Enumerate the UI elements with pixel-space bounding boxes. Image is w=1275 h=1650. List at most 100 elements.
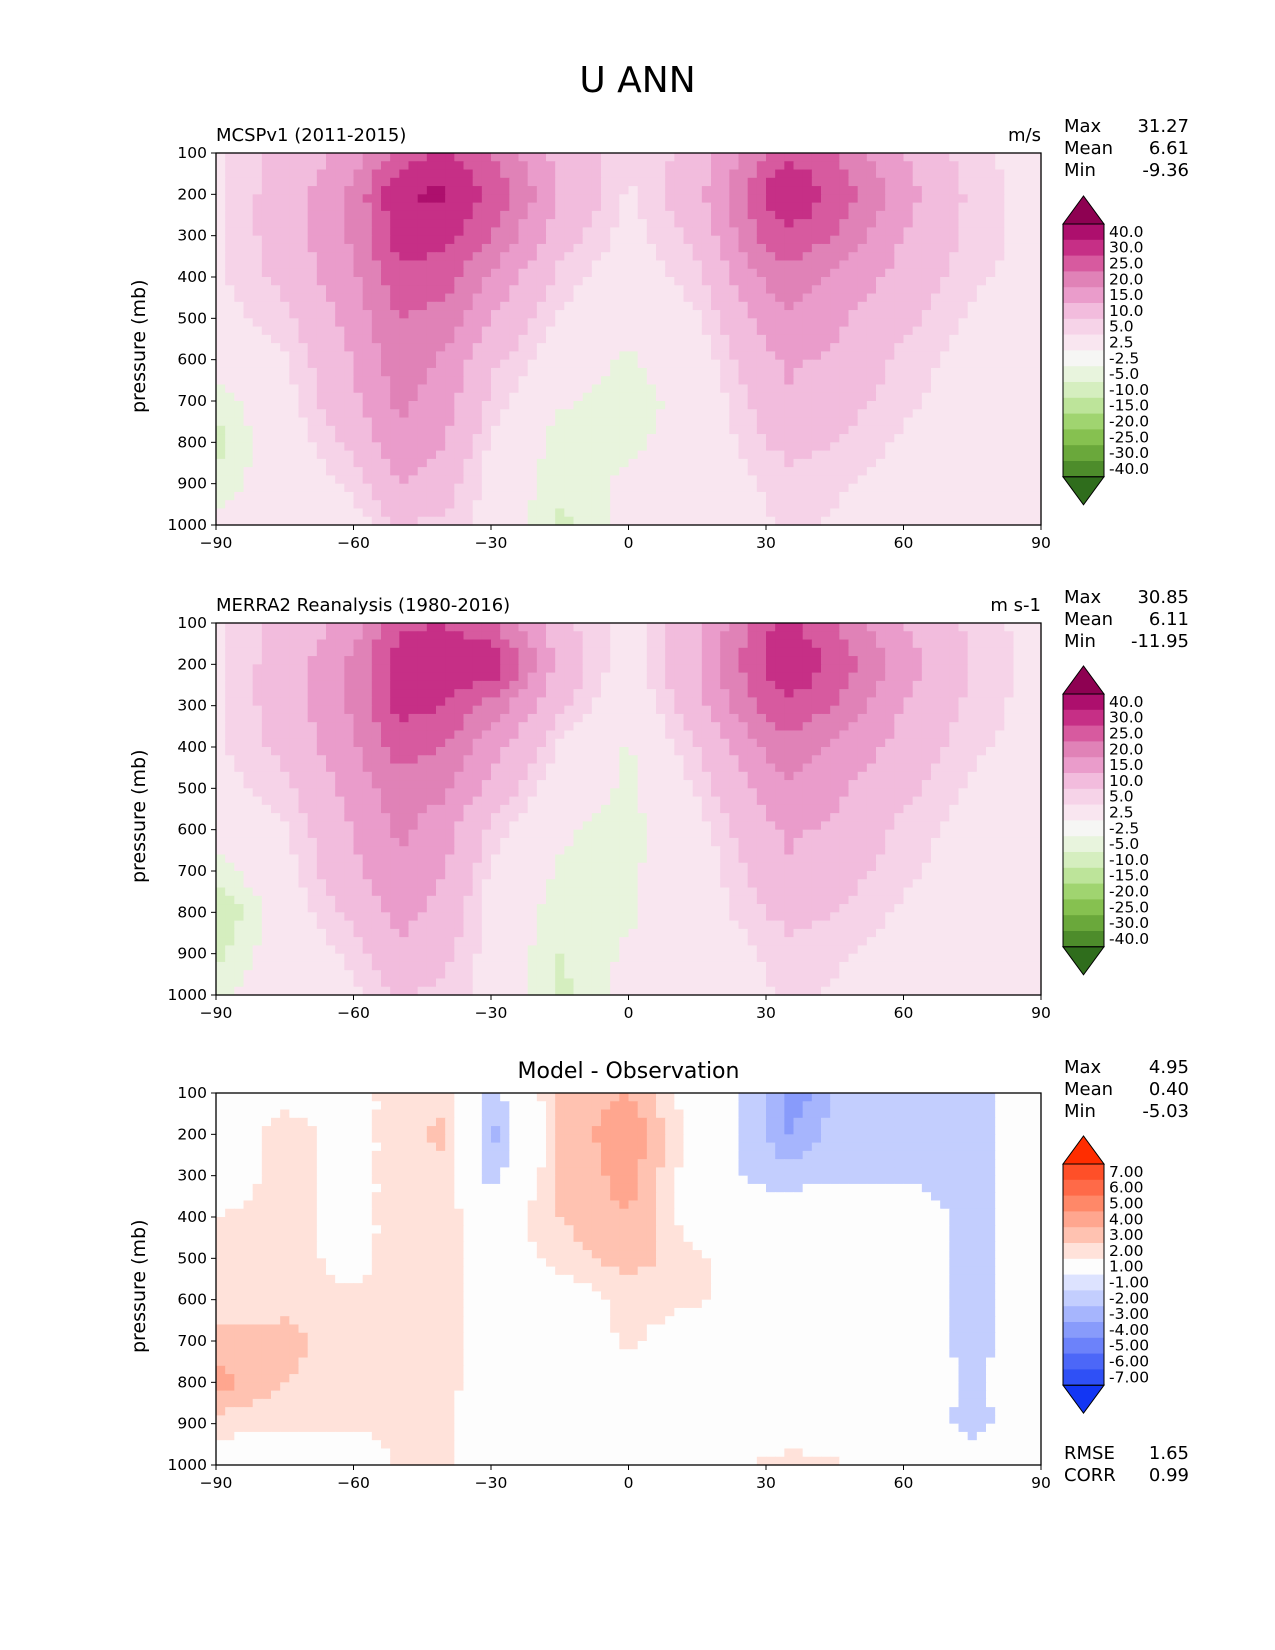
heatmap-cell	[821, 623, 831, 632]
heatmap-cell	[701, 425, 712, 435]
heatmap-cell	[711, 417, 721, 427]
heatmap-cell	[656, 442, 666, 452]
heatmap-cell	[481, 268, 492, 278]
heatmap-cell	[756, 442, 767, 452]
heatmap-cell	[747, 392, 758, 402]
heatmap-cell	[381, 458, 391, 468]
heatmap-cell	[986, 623, 996, 632]
heatmap-cell	[784, 392, 795, 402]
heatmap-cell	[362, 219, 373, 228]
heatmap-cell	[591, 639, 602, 649]
heatmap-cell	[674, 186, 685, 195]
heatmap-cell	[692, 252, 703, 262]
heatmap-cell	[1031, 227, 1042, 237]
heatmap-cell	[885, 277, 895, 286]
heatmap-cell	[591, 483, 602, 493]
heatmap-cell	[967, 334, 978, 344]
heatmap-cell	[454, 268, 465, 278]
heatmap-cell	[646, 680, 657, 690]
heatmap-cell	[931, 243, 941, 253]
heatmap-cell	[610, 252, 620, 262]
heatmap-cell	[335, 647, 345, 657]
heatmap-cell	[811, 639, 822, 649]
heatmap-cell	[408, 293, 419, 303]
heatmap-cell	[353, 310, 364, 319]
heatmap-cell	[234, 169, 245, 179]
heatmap-cell	[326, 293, 336, 303]
heatmap-cell	[1031, 293, 1042, 303]
heatmap-cell	[775, 351, 785, 361]
heatmap-cell	[738, 672, 749, 682]
heatmap-cell	[243, 631, 254, 641]
heatmap-cell	[252, 467, 263, 476]
heatmap-cell	[463, 293, 474, 303]
heatmap-cell	[940, 475, 950, 485]
heatmap-cell	[564, 367, 575, 377]
heatmap-cell	[665, 310, 675, 319]
heatmap-cell	[738, 310, 749, 319]
heatmap-cell	[656, 647, 666, 657]
heatmap-cell	[839, 243, 850, 253]
heatmap-cell	[839, 219, 850, 228]
heatmap-cell	[921, 458, 932, 468]
heatmap-cell	[316, 268, 327, 278]
heatmap-cell	[976, 227, 987, 237]
heatmap-cell	[802, 343, 813, 352]
heatmap-cell	[555, 243, 565, 253]
heatmap-cell	[802, 425, 813, 435]
heatmap-cell	[976, 177, 987, 187]
heatmap-cell	[1004, 401, 1015, 410]
heatmap-cell	[674, 647, 685, 657]
figure-title: U ANN	[579, 60, 696, 101]
heatmap-cell	[399, 351, 410, 361]
heatmap-cell	[729, 491, 740, 501]
heatmap-cell	[830, 285, 840, 295]
heatmap-cell	[601, 252, 611, 262]
heatmap-cell	[234, 392, 245, 402]
heatmap-cell	[967, 186, 978, 195]
heatmap-cell	[729, 672, 740, 682]
heatmap-cell	[307, 656, 318, 665]
heatmap-cell	[591, 467, 602, 476]
heatmap-cell	[500, 401, 510, 410]
heatmap-cell	[830, 169, 840, 179]
heatmap-cell	[802, 376, 813, 386]
heatmap-cell	[335, 334, 345, 344]
heatmap-cell	[463, 235, 474, 245]
heatmap-cell	[289, 326, 300, 336]
heatmap-cell	[573, 516, 584, 526]
heatmap-cell	[527, 301, 538, 311]
heatmap-cell	[802, 285, 813, 295]
heatmap-cell	[958, 516, 969, 526]
heatmap-cell	[408, 326, 419, 336]
heatmap-cell	[298, 351, 309, 361]
heatmap-cell	[637, 293, 648, 303]
heatmap-cell	[564, 631, 575, 641]
heatmap-cell	[1004, 227, 1015, 237]
heatmap-cell	[390, 458, 400, 468]
heatmap-cell	[848, 210, 859, 220]
heatmap-cell	[720, 227, 730, 237]
heatmap-cell	[491, 467, 501, 476]
heatmap-cell	[225, 680, 235, 690]
heatmap-cell	[876, 467, 886, 476]
heatmap-cell	[830, 177, 840, 187]
heatmap-cell	[426, 227, 437, 237]
heatmap-cell	[399, 483, 410, 493]
heatmap-cell	[720, 483, 730, 493]
heatmap-cell	[683, 491, 694, 501]
heatmap-cell	[426, 697, 437, 707]
heatmap-cell	[912, 500, 923, 510]
heatmap-cell	[692, 623, 703, 632]
heatmap-cell	[252, 343, 263, 352]
heatmap-cell	[426, 434, 437, 443]
heatmap-cell	[298, 392, 309, 402]
heatmap-cell	[261, 664, 272, 674]
heatmap-cell	[995, 475, 1005, 485]
heatmap-cell	[243, 425, 254, 435]
heatmap-cell	[637, 401, 648, 410]
heatmap-cell	[830, 672, 840, 682]
heatmap-cell	[500, 689, 510, 698]
heatmap-cell	[271, 458, 281, 468]
heatmap-cell	[518, 409, 529, 419]
